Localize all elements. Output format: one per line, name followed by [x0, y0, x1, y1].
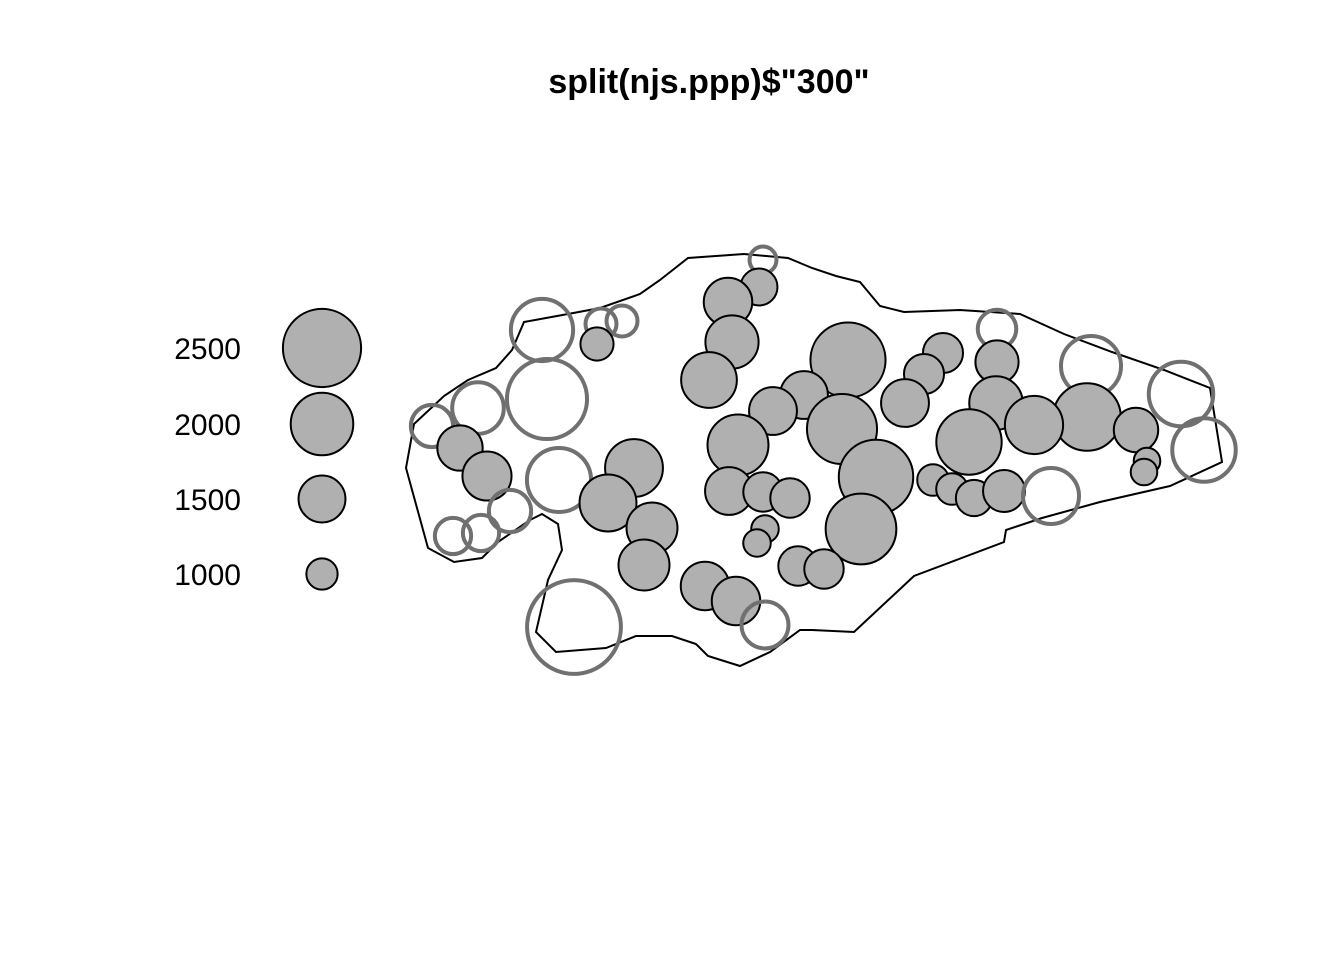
point-mark-5: [604, 303, 640, 339]
point-mark-41: [1021, 466, 1081, 526]
point-mark-14: [680, 351, 738, 409]
point-mark-53: [617, 538, 671, 592]
legend-mark-2: [297, 474, 347, 524]
point-mark-40: [982, 469, 1026, 513]
point-mark-59: [525, 578, 623, 676]
point-mark-25: [1003, 394, 1065, 456]
point-mark-24: [1052, 382, 1122, 452]
legend-mark-1: [289, 391, 355, 457]
point-mark-32: [1129, 457, 1159, 487]
observation-window: [404, 252, 1224, 668]
point-mark-35: [461, 450, 513, 502]
point-mark-20: [880, 378, 930, 428]
legend-label-1: 2000: [174, 409, 241, 442]
legend-mark-0: [281, 307, 363, 389]
point-mark-51: [432, 515, 474, 557]
point-marks: [408, 244, 1238, 676]
point-mark-48: [824, 492, 898, 566]
point-mark-26: [935, 408, 1003, 476]
point-mark-30: [1170, 416, 1238, 484]
point-mark-45: [578, 473, 638, 533]
point-mark-27: [1112, 406, 1160, 454]
point-mark-19: [748, 386, 798, 436]
legend-mark-3: [305, 557, 339, 591]
legend-label-2: 1500: [174, 484, 241, 517]
legend-label-0: 2500: [174, 333, 241, 366]
point-mark-58: [739, 599, 791, 651]
point-mark-44: [769, 477, 811, 519]
point-mark-6: [579, 326, 615, 362]
point-mark-29: [706, 413, 770, 477]
point-mark-52: [460, 512, 502, 554]
point-mark-15: [504, 356, 590, 442]
legend: 2500 2000 1500 1000: [174, 307, 363, 592]
point-mark-57: [710, 575, 762, 627]
point-mark-55: [803, 548, 845, 590]
legend-label-3: 1000: [174, 559, 241, 592]
point-mark-46: [486, 487, 534, 535]
chart-title: split(njs.ppp)$"300": [548, 63, 869, 101]
point-mark-50: [742, 528, 772, 558]
